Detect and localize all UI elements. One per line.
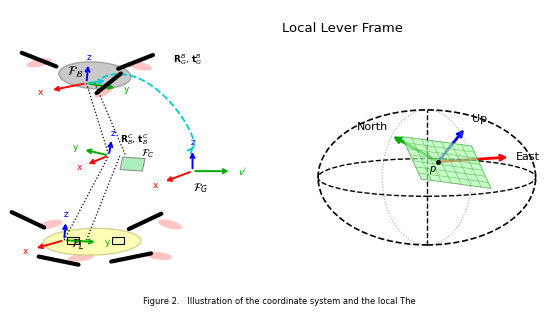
Text: x: x <box>76 163 82 172</box>
Text: $\mathcal{F}_{L}$: $\mathcal{F}_{L}$ <box>71 238 85 252</box>
Text: x: x <box>37 88 43 97</box>
Ellipse shape <box>38 219 62 230</box>
Text: y: y <box>73 143 78 152</box>
Ellipse shape <box>146 252 172 260</box>
Text: $\mathbf{R}_{B}^{C},\,\mathbf{t}_{B}^{C}$: $\mathbf{R}_{B}^{C},\,\mathbf{t}_{B}^{C}… <box>120 132 148 147</box>
Text: Local Lever Frame: Local Lever Frame <box>282 22 403 35</box>
Text: $\mathbf{R}_{G}^{B},\,\mathbf{t}_{G}^{B}$: $\mathbf{R}_{G}^{B},\,\mathbf{t}_{G}^{B}… <box>173 52 202 67</box>
Text: $\mathcal{F}_{G}$: $\mathcal{F}_{G}$ <box>194 181 208 195</box>
Polygon shape <box>120 157 145 171</box>
Text: z: z <box>110 129 115 138</box>
Ellipse shape <box>158 219 182 230</box>
Text: East: East <box>516 152 540 162</box>
Ellipse shape <box>68 253 94 262</box>
Text: z: z <box>64 210 69 219</box>
Text: $v$: $v$ <box>110 75 118 84</box>
Ellipse shape <box>27 58 51 68</box>
Text: y: y <box>123 85 129 94</box>
Ellipse shape <box>94 84 113 98</box>
Text: North: North <box>357 122 388 132</box>
Text: $\mathcal{F}_{\mathcal{B}}$: $\mathcal{F}_{\mathcal{B}}$ <box>67 65 84 80</box>
Polygon shape <box>402 137 491 188</box>
Text: z: z <box>86 52 91 62</box>
Text: y: y <box>104 238 110 247</box>
Text: z: z <box>190 138 195 148</box>
Text: x: x <box>152 181 158 190</box>
Ellipse shape <box>44 228 141 255</box>
Text: $v'$: $v'$ <box>238 165 247 177</box>
Text: Figure 2.   Illustration of the coordinate system and the local The: Figure 2. Illustration of the coordinate… <box>143 297 415 306</box>
Text: $p$: $p$ <box>429 164 436 176</box>
Ellipse shape <box>127 61 152 71</box>
Ellipse shape <box>59 62 131 89</box>
Text: x: x <box>23 246 28 256</box>
Text: Up: Up <box>472 114 487 124</box>
Text: $\mathcal{F}_{C}$: $\mathcal{F}_{C}$ <box>141 148 155 160</box>
